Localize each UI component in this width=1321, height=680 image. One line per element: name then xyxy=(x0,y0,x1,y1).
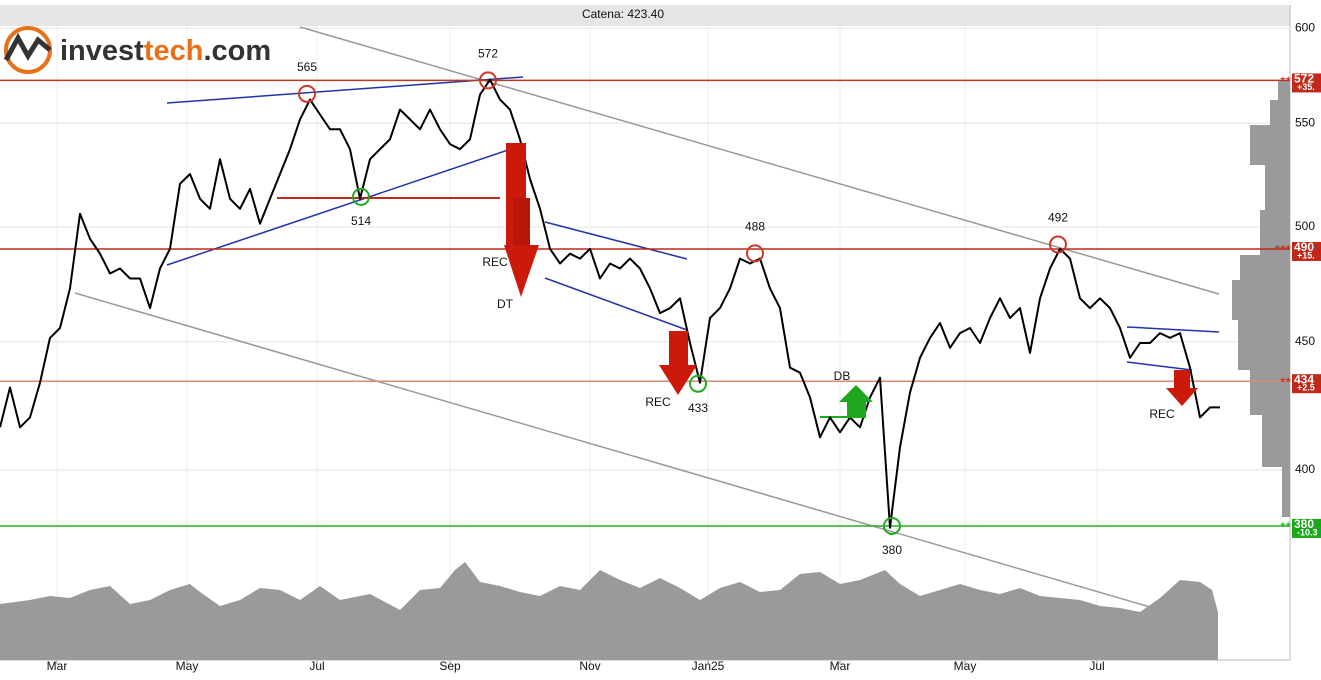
y-tick-label: 600 xyxy=(1295,21,1315,35)
x-tick-label: Jul xyxy=(1089,659,1104,673)
level-stars: ** xyxy=(1280,519,1291,535)
profile-bar xyxy=(1260,210,1290,255)
level-box xyxy=(1292,241,1321,261)
turning-point-label: 492 xyxy=(1048,211,1068,225)
x-tick-label: Sep xyxy=(439,659,461,673)
level-stars: *** xyxy=(1275,242,1292,258)
levels: ** 572+35.*** 490+15.** 434+2.5** 380-10.3 xyxy=(0,72,1321,538)
x-tick-label: Mar xyxy=(47,659,68,673)
logo-text: investtech.com xyxy=(60,35,271,67)
trend-line xyxy=(1126,326,1220,333)
level-box xyxy=(1292,518,1321,538)
profile-bar xyxy=(1238,320,1290,370)
turning-point-label: 514 xyxy=(351,214,371,228)
signals: REC DT REC REC DB xyxy=(482,143,1198,421)
profile-bar xyxy=(1282,467,1290,517)
x-tick-label: May xyxy=(954,659,977,673)
level-change: +35. xyxy=(1297,82,1315,92)
turning-point-label: 433 xyxy=(688,401,708,415)
turning-point xyxy=(689,374,707,393)
turning-point-label: 565 xyxy=(297,60,317,74)
level-stars: ** xyxy=(1280,374,1291,390)
level-value: 572 xyxy=(1294,72,1314,86)
grid: 400 450 500 550 600 Mar May Jul Sep Nov Jan25 Mar Ma… xyxy=(0,5,1315,673)
logo-icon xyxy=(3,32,52,62)
trend-line xyxy=(1126,361,1193,371)
x-tick-label: Jul xyxy=(309,659,324,673)
level-stars: ** xyxy=(1280,73,1291,89)
plot: 565 514 572 433 488 380 492 xyxy=(0,47,1220,557)
signal-label: DB xyxy=(834,369,851,383)
level-value: 490 xyxy=(1294,240,1314,254)
level-change: +2.5 xyxy=(1297,383,1315,393)
profile-bar xyxy=(1250,370,1290,415)
x-tick-label: Jan25 xyxy=(692,659,725,673)
level-box xyxy=(1292,73,1321,93)
sell-arrow xyxy=(1166,370,1198,406)
trend-line xyxy=(544,277,688,331)
x-tick-label: May xyxy=(176,659,199,673)
profile-bar xyxy=(1265,165,1290,210)
volume-profile xyxy=(1232,80,1290,517)
chart-title: Catena: 423.40 xyxy=(582,7,664,21)
level-value: 434 xyxy=(1294,372,1314,386)
level-box xyxy=(1292,374,1321,394)
buy-arrow xyxy=(839,385,873,418)
turning-point-label: 380 xyxy=(882,543,902,557)
turning-point xyxy=(479,71,497,90)
turning-point xyxy=(883,516,901,535)
price-line xyxy=(0,78,1220,529)
trend-line xyxy=(166,76,524,104)
logo: investtech.com xyxy=(3,26,271,74)
level-change: +15. xyxy=(1297,250,1315,260)
x-tick-label: Mar xyxy=(830,659,851,673)
turning-point xyxy=(1049,235,1067,254)
profile-bar xyxy=(1232,280,1290,320)
signal-label: REC xyxy=(1149,407,1175,421)
sell-arrow xyxy=(659,331,697,395)
signal-label: REC xyxy=(482,255,508,269)
turning-point-label: 572 xyxy=(478,47,498,61)
x-tick-label: Nov xyxy=(579,659,600,673)
volume-area xyxy=(0,562,1218,660)
profile-bar xyxy=(1240,255,1290,280)
profile-bar xyxy=(1262,415,1290,467)
header-bar xyxy=(0,5,1290,26)
trend-line xyxy=(166,144,524,266)
profile-bar xyxy=(1250,125,1290,165)
turning-point xyxy=(298,84,316,103)
turning-point xyxy=(746,244,764,263)
y-tick-label: 400 xyxy=(1295,462,1315,476)
logo-part: tech xyxy=(144,35,204,67)
signal-label: REC xyxy=(645,395,671,409)
sell-arrow xyxy=(513,198,530,245)
trend-line xyxy=(544,221,688,260)
trend-line xyxy=(74,292,1151,608)
logo-part: invest xyxy=(60,35,144,67)
y-tick-label: 550 xyxy=(1295,115,1315,129)
signal-label: DT xyxy=(497,297,514,311)
y-tick-label: 450 xyxy=(1295,334,1315,348)
profile-bar xyxy=(1270,100,1290,125)
turning-point xyxy=(352,187,370,206)
level-change: -10.3 xyxy=(1297,527,1318,537)
turning-point-label: 488 xyxy=(745,220,765,234)
logo-part: .com xyxy=(203,35,271,67)
profile-bar xyxy=(1278,80,1290,100)
level-value: 380 xyxy=(1294,517,1314,531)
y-tick-label: 500 xyxy=(1295,219,1315,233)
